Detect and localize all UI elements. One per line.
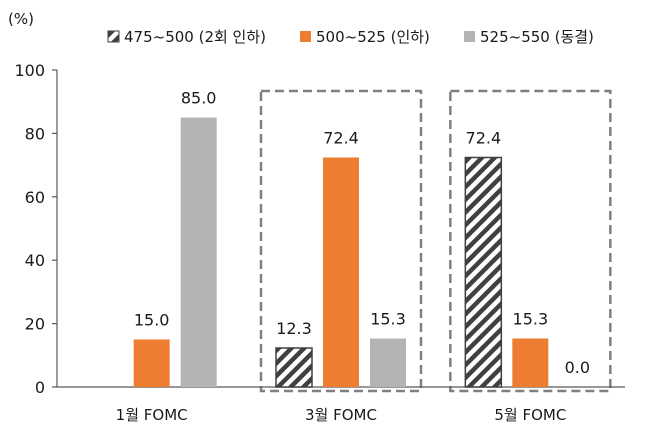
y-tick-label: 80 (25, 124, 45, 143)
bar (323, 157, 359, 387)
x-axis: 1월 FOMC 3월 FOMC 5월 FOMC (57, 386, 625, 424)
data-label: 72.4 (466, 128, 502, 147)
highlight-box (259, 89, 423, 393)
highlight-box (449, 89, 612, 393)
data-label: 15.3 (370, 309, 406, 328)
legend-label: 500~525 (인하) (316, 28, 430, 46)
data-label: 12.3 (276, 319, 312, 338)
y-tick-label: 0 (35, 378, 45, 397)
data-label: 85.0 (181, 89, 217, 108)
bar (180, 117, 217, 388)
category-label: 3월 FOMC (305, 406, 377, 424)
y-axis-unit-label: (%) (8, 10, 34, 28)
legend-label: 475~500 (2회 인하) (124, 28, 266, 46)
data-labels: 15.0 85.0 12.3 72.4 15.3 72.4 15.3 0.0 (134, 89, 590, 377)
highlight-boxes (259, 89, 612, 393)
y-tick-label: 100 (14, 61, 45, 80)
category-label: 5월 FOMC (494, 406, 566, 424)
category-label: 1월 FOMC (116, 406, 188, 424)
data-label: 0.0 (565, 358, 590, 377)
legend-swatch (107, 30, 120, 43)
bars (133, 117, 549, 388)
data-label: 15.0 (134, 310, 170, 329)
legend: 475~500 (2회 인하) 500~525 (인하) 525~550 (동결) (107, 28, 594, 46)
bar (275, 347, 313, 388)
y-tick-label: 60 (25, 188, 45, 207)
legend-swatch (300, 31, 311, 42)
y-tick-label: 40 (25, 251, 45, 270)
data-label: 15.3 (513, 309, 549, 328)
legend-label: 525~550 (동결) (480, 28, 594, 46)
bar (512, 338, 549, 387)
y-tick-label: 20 (25, 315, 45, 334)
bar (370, 338, 406, 387)
data-label: 72.4 (323, 128, 359, 147)
bar (133, 339, 170, 387)
y-axis: 0 20 40 60 80 100 (14, 61, 58, 397)
legend-swatch (464, 31, 475, 42)
bar (464, 156, 503, 388)
